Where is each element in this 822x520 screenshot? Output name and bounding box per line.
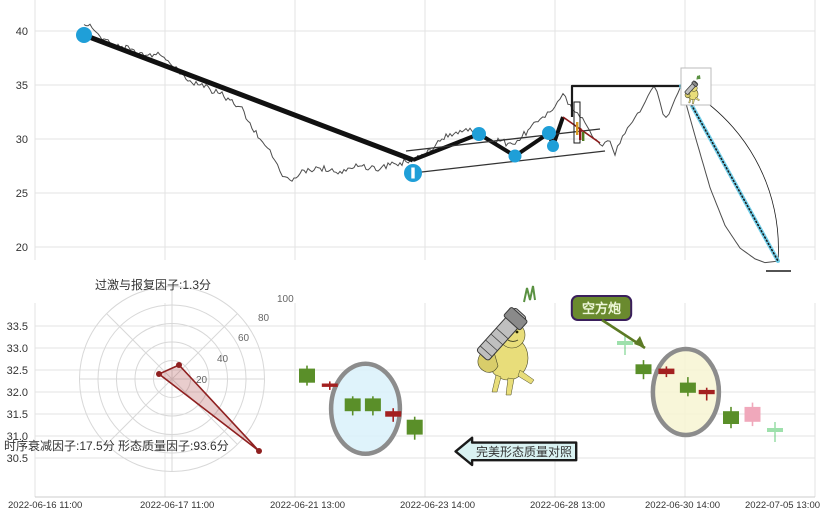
svg-text:33.0: 33.0: [7, 343, 28, 355]
svg-text:40: 40: [16, 26, 28, 38]
svg-text:32.5: 32.5: [7, 365, 28, 377]
svg-text:2022-06-23 14:00: 2022-06-23 14:00: [400, 500, 475, 511]
svg-text:60: 60: [238, 333, 250, 344]
svg-text:25: 25: [16, 188, 28, 200]
svg-text:2022-06-21 13:00: 2022-06-21 13:00: [270, 500, 345, 511]
svg-text:2022-07-05 13:00: 2022-07-05 13:00: [745, 500, 820, 511]
svg-text:30.5: 30.5: [7, 453, 28, 465]
svg-text:2022-06-17 11:00: 2022-06-17 11:00: [140, 500, 214, 511]
svg-text:空方炮: 空方炮: [582, 301, 621, 316]
svg-text:过激与报复因子:1.3分: 过激与报复因子:1.3分: [95, 277, 211, 292]
svg-text:2022-06-28 13:00: 2022-06-28 13:00: [530, 500, 605, 511]
svg-text:100: 100: [277, 294, 294, 305]
svg-text:33.5: 33.5: [7, 321, 28, 333]
svg-text:2022-06-16 11:00: 2022-06-16 11:00: [8, 500, 82, 511]
svg-text:31.5: 31.5: [7, 409, 28, 421]
svg-text:80: 80: [258, 313, 270, 324]
svg-text:35: 35: [16, 80, 28, 92]
svg-text:完美形态质量对照: 完美形态质量对照: [476, 444, 572, 459]
svg-text:时序衰减因子:17.5分 形态质量因子:93.6分: 时序衰减因子:17.5分 形态质量因子:93.6分: [4, 438, 229, 453]
svg-text:30: 30: [16, 134, 28, 146]
svg-text:20: 20: [16, 242, 28, 254]
svg-text:32.0: 32.0: [7, 387, 28, 399]
svg-text:2022-06-30 14:00: 2022-06-30 14:00: [645, 500, 720, 511]
svg-text:31.0: 31.0: [7, 431, 28, 443]
svg-text:40: 40: [217, 354, 229, 365]
